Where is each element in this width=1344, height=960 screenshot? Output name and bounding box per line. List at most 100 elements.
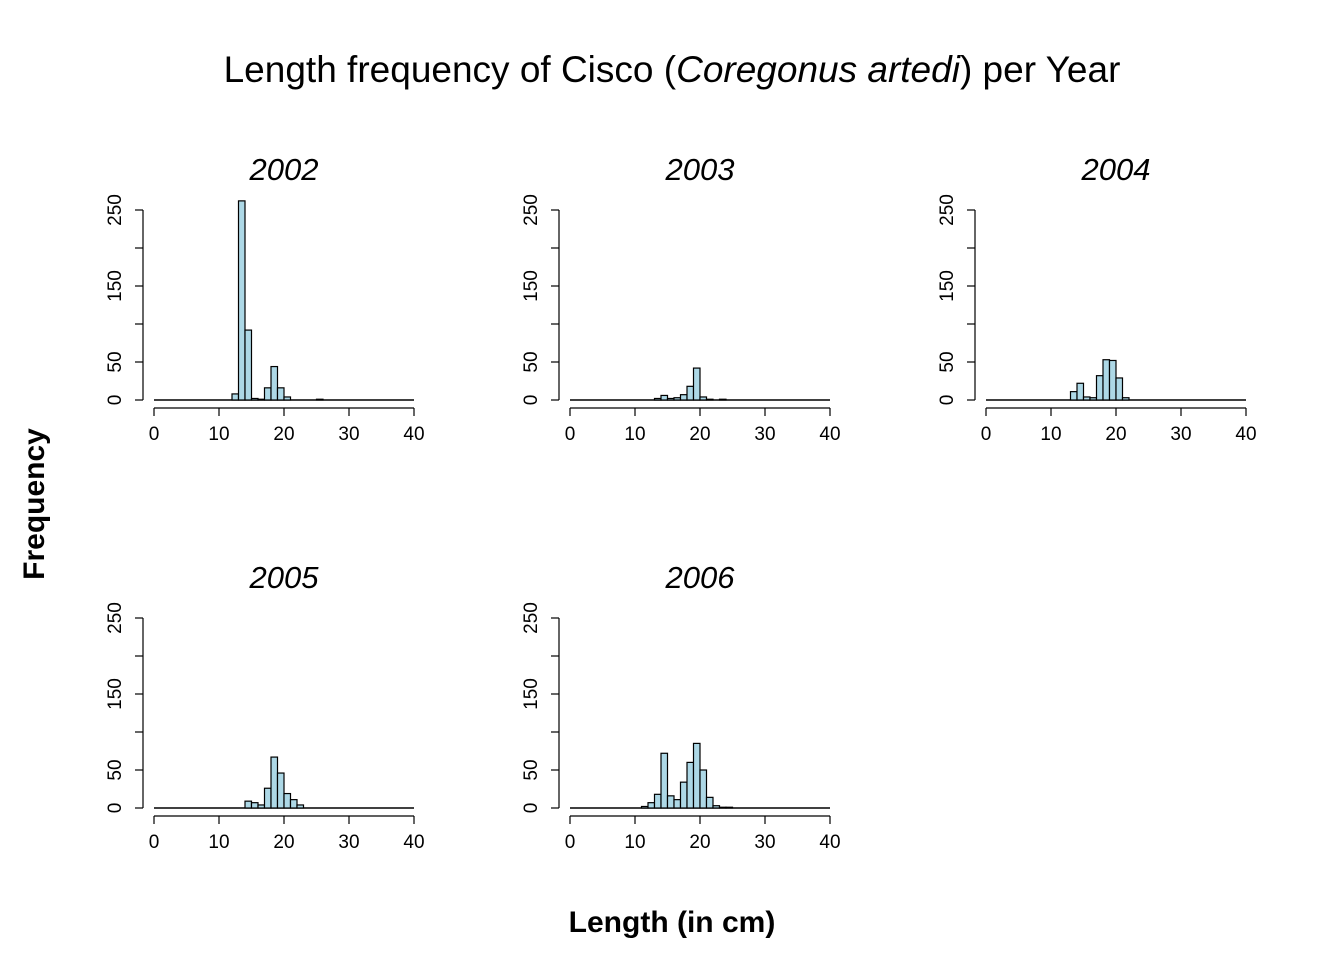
y-tick-label: 250 (105, 194, 126, 226)
histogram-bar (660, 394, 669, 401)
histogram-bar (699, 396, 708, 401)
x-tick-label: 30 (754, 424, 775, 445)
histogram-bar (705, 796, 714, 809)
x-tick-label: 10 (1040, 424, 1061, 445)
y-tick-label: 0 (105, 395, 126, 406)
x-tick-label: 10 (624, 832, 645, 853)
histogram-bar (718, 398, 727, 401)
histogram-bar (640, 805, 649, 809)
histogram-bar (1076, 382, 1085, 401)
chart-title-species: Coregonus artedi (676, 49, 962, 90)
y-axis-title: Frequency (18, 428, 51, 580)
histogram-bar (686, 385, 695, 401)
chart-title-prefix: Length frequency of Cisco ( (224, 49, 677, 90)
histogram-bar (283, 792, 292, 809)
histogram-bar (673, 799, 682, 809)
y-tick-label: 150 (521, 270, 542, 302)
x-tick-label: 0 (565, 832, 576, 853)
x-tick-label: 20 (273, 832, 294, 853)
y-tick-label: 50 (937, 351, 958, 372)
histogram-bar (1108, 359, 1117, 401)
x-tick-label: 30 (338, 832, 359, 853)
histogram-bar (263, 787, 272, 809)
panel-title: 2002 (249, 152, 319, 187)
x-tick-label: 40 (819, 832, 840, 853)
histogram-bar (705, 398, 714, 401)
y-tick-label: 150 (521, 678, 542, 710)
y-tick-label: 50 (521, 759, 542, 780)
x-tick-label: 20 (273, 424, 294, 445)
x-tick-label: 30 (754, 832, 775, 853)
y-tick-label: 0 (105, 803, 126, 814)
y-tick-label: 0 (521, 395, 542, 406)
x-tick-label: 40 (1235, 424, 1256, 445)
histogram-bar (686, 761, 695, 809)
histogram-bar (679, 781, 688, 809)
y-tick-label: 250 (521, 194, 542, 226)
y-tick-label: 150 (105, 270, 126, 302)
histogram-bar (1121, 397, 1130, 401)
x-tick-label: 0 (149, 424, 160, 445)
histogram-bar (673, 397, 682, 401)
histogram-bar (666, 397, 675, 401)
y-tick-label: 150 (105, 678, 126, 710)
histogram-bar (270, 365, 279, 401)
histogram-bar (244, 329, 253, 401)
x-tick-label: 20 (689, 832, 710, 853)
x-tick-label: 0 (981, 424, 992, 445)
histogram-bar (257, 398, 266, 401)
x-axis-title: Length (in cm) (569, 906, 776, 939)
panel-2002: 2002 0 50 150 250 0 10 20 30 40 (105, 152, 425, 445)
histogram-bar (283, 396, 292, 401)
y-tick-label: 250 (521, 602, 542, 634)
panel-2006: 2006 0 50 150 250 0 10 20 30 40 (521, 560, 841, 853)
histogram-bar (257, 804, 266, 809)
panel-2003: 2003 0 50 150 250 0 10 20 30 40 (521, 152, 841, 445)
histogram-bar (276, 772, 285, 809)
histogram-bar (250, 802, 259, 809)
x-tick-label: 10 (624, 424, 645, 445)
histogram-bar (1115, 377, 1124, 401)
chart-title: Length frequency of Cisco (Coregonus art… (224, 49, 1121, 90)
histogram-bar (718, 806, 727, 809)
y-tick-label: 50 (105, 351, 126, 372)
histogram-bar (692, 742, 701, 809)
x-tick-label: 40 (819, 424, 840, 445)
histogram-bar (296, 804, 305, 809)
panel-title: 2004 (1081, 152, 1151, 187)
histogram-bar (699, 769, 708, 809)
histogram-bar (263, 387, 272, 401)
histogram-bar (1102, 359, 1111, 401)
histogram-bar (237, 200, 246, 401)
histogram-bar (244, 800, 253, 809)
x-tick-label: 20 (689, 424, 710, 445)
x-tick-label: 30 (338, 424, 359, 445)
panel-2005: 2005 0 50 150 250 0 10 20 30 40 (105, 560, 425, 853)
histogram-bar (289, 799, 298, 809)
y-tick-label: 50 (105, 759, 126, 780)
histogram-bar (1089, 397, 1098, 401)
x-tick-label: 20 (1105, 424, 1126, 445)
x-tick-label: 40 (403, 424, 424, 445)
histogram-bar (679, 394, 688, 401)
histogram-bar (692, 367, 701, 401)
y-tick-label: 250 (105, 602, 126, 634)
y-tick-label: 0 (937, 395, 958, 406)
x-tick-label: 30 (1170, 424, 1191, 445)
histogram-bar (315, 398, 324, 401)
panel-2004: 2004 0 50 150 250 0 10 20 30 40 (937, 152, 1257, 445)
x-tick-label: 0 (149, 832, 160, 853)
histogram-bar (1069, 391, 1078, 401)
y-tick-label: 250 (937, 194, 958, 226)
panel-title: 2005 (249, 560, 320, 595)
x-tick-label: 10 (208, 424, 229, 445)
histogram-bar (270, 756, 279, 809)
histogram-bar (1082, 396, 1091, 401)
chart-title-suffix: ) per Year (960, 49, 1120, 90)
histogram-bar (653, 397, 662, 401)
histogram-bar (1095, 375, 1104, 401)
x-tick-label: 10 (208, 832, 229, 853)
histogram-bar (666, 795, 675, 809)
